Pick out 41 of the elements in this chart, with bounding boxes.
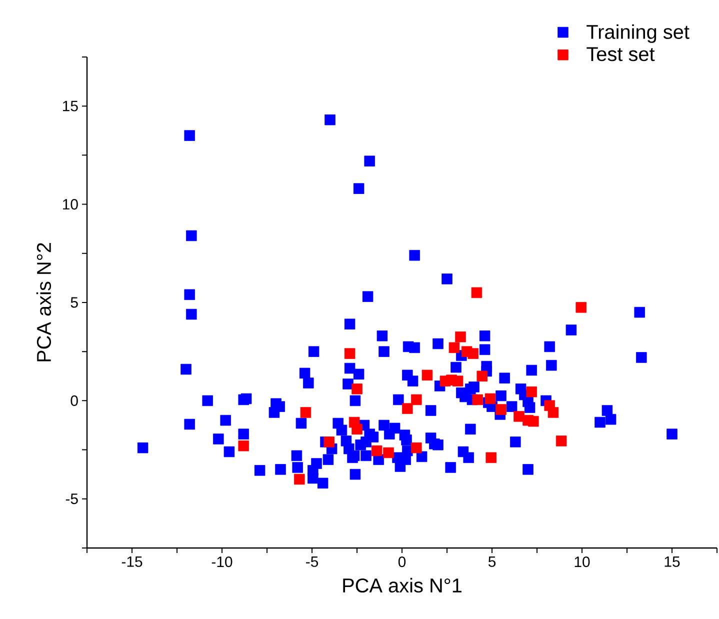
y-tick-label: 15 bbox=[63, 100, 78, 112]
point bbox=[448, 342, 460, 354]
point bbox=[455, 331, 466, 342]
point bbox=[411, 442, 422, 454]
y-tick-label: 10 bbox=[63, 198, 78, 210]
y-tick-label: 5 bbox=[70, 297, 78, 308]
x-tick-label: 10 bbox=[574, 556, 590, 568]
point bbox=[484, 393, 496, 404]
legend-label: Test set bbox=[586, 47, 655, 62]
point bbox=[452, 376, 464, 386]
x-tick-label: 0 bbox=[398, 556, 406, 568]
x-tick-label: 15 bbox=[664, 556, 680, 567]
point bbox=[238, 440, 249, 452]
point bbox=[344, 348, 356, 359]
legend-label: Training set bbox=[586, 24, 690, 43]
point bbox=[528, 416, 539, 427]
point bbox=[300, 407, 312, 418]
point bbox=[576, 302, 586, 313]
x-tick-label: 5 bbox=[488, 556, 496, 567]
y-tick-label: -5 bbox=[66, 494, 78, 504]
x-axis-title: PCA axis N°1 bbox=[343, 578, 462, 593]
x-tick-label: -5 bbox=[306, 556, 318, 567]
y-axis-title: PCA axis N°2 bbox=[36, 243, 52, 362]
point bbox=[352, 424, 362, 435]
x-tick-label: -10 bbox=[212, 556, 232, 568]
point bbox=[371, 445, 382, 456]
point bbox=[468, 348, 478, 359]
point bbox=[526, 386, 537, 398]
point bbox=[383, 447, 394, 458]
point bbox=[514, 411, 524, 422]
point bbox=[294, 474, 305, 485]
point bbox=[556, 436, 567, 446]
point bbox=[352, 384, 362, 394]
y-tick-label: 0 bbox=[70, 395, 78, 406]
x-tick-label: -15 bbox=[122, 556, 142, 567]
point bbox=[471, 287, 482, 298]
point bbox=[402, 403, 413, 414]
point bbox=[411, 394, 422, 406]
point bbox=[422, 370, 433, 381]
point bbox=[548, 407, 559, 418]
point bbox=[486, 452, 496, 464]
